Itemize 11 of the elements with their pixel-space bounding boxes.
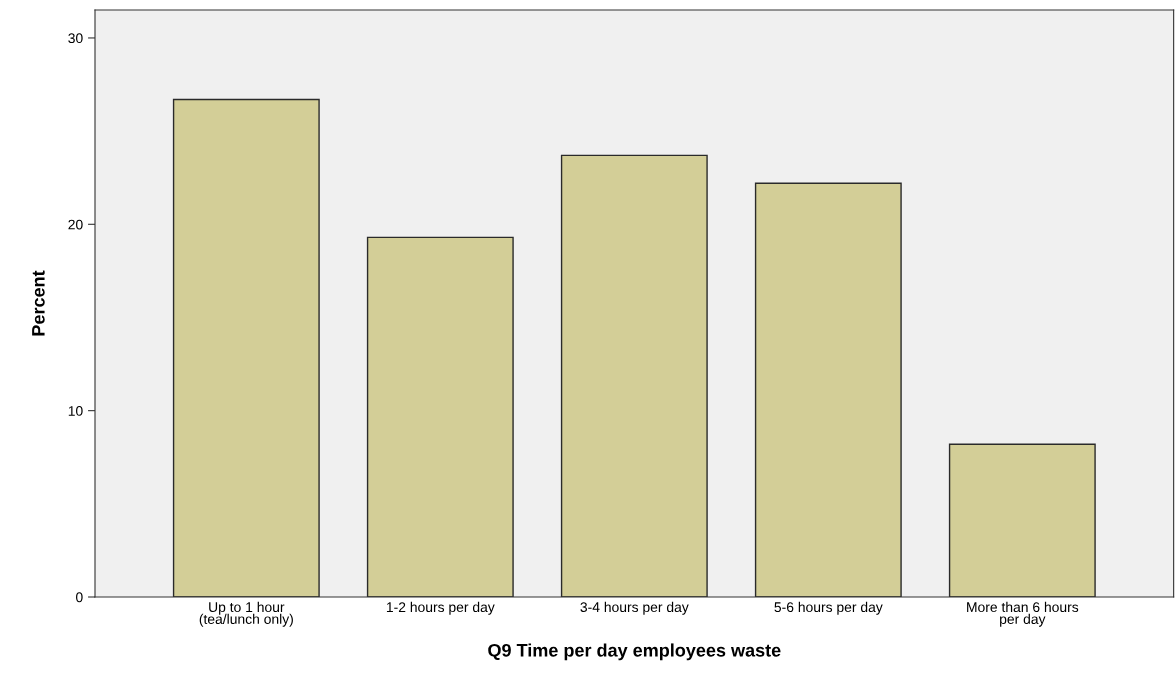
x-tick-label: 1-2 hours per day: [386, 601, 495, 615]
y-tick-label: 10: [68, 405, 83, 416]
y-tick-label: 30: [68, 33, 83, 44]
x-tick-label: 5-6 hours per day: [774, 601, 883, 615]
y-tick-label: 0: [76, 592, 83, 603]
y-axis-title: Percent: [32, 270, 45, 336]
x-tick-label: Up to 1 hour (tea/lunch only): [199, 601, 293, 627]
x-tick-label: 3-4 hours per day: [580, 601, 689, 615]
y-tick-label: 20: [68, 219, 83, 230]
x-tick-label: More than 6 hours per day: [967, 601, 1079, 627]
x-axis-title: Q9 Time per day employees waste: [488, 643, 781, 661]
